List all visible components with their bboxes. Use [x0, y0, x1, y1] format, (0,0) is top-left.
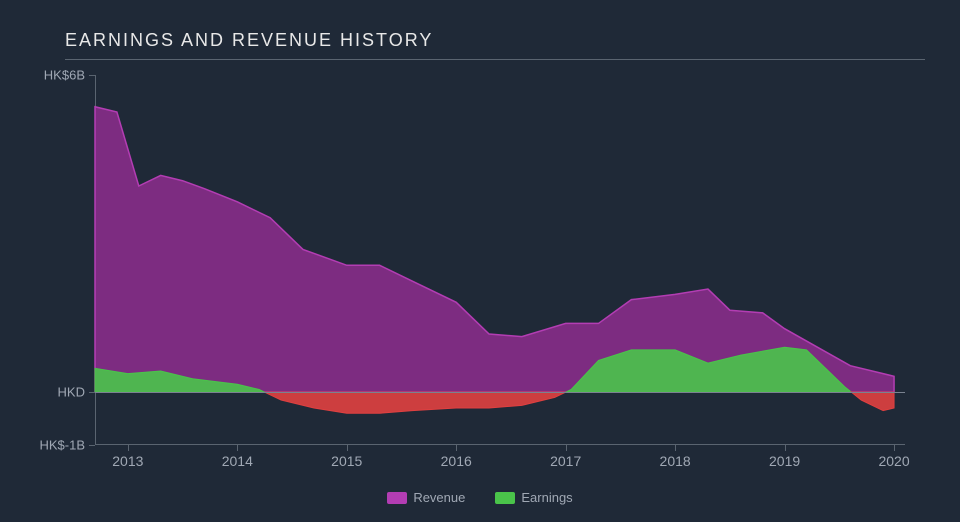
legend-swatch-earnings [495, 492, 515, 504]
earnings-area-negative [265, 392, 566, 413]
legend-item-revenue: Revenue [387, 490, 465, 505]
x-axis-label: 2017 [550, 453, 581, 469]
y-tick [89, 392, 95, 393]
plot-area: HK$6BHKDHK$-1B20132014201520162017201820… [95, 75, 905, 445]
legend-swatch-revenue [387, 492, 407, 504]
legend-item-earnings: Earnings [495, 490, 572, 505]
x-axis-label: 2016 [441, 453, 472, 469]
earnings-area-negative [851, 392, 894, 411]
x-axis-label: 2020 [878, 453, 909, 469]
x-tick [456, 445, 457, 451]
y-tick [89, 75, 95, 76]
zero-baseline [95, 392, 905, 393]
x-axis-label: 2018 [660, 453, 691, 469]
x-tick [894, 445, 895, 451]
chart-container: EARNINGS AND REVENUE HISTORY HK$6BHKDHK$… [0, 0, 960, 522]
y-axis-label: HKD [58, 385, 85, 400]
x-tick [237, 445, 238, 451]
x-tick [566, 445, 567, 451]
legend-label-revenue: Revenue [413, 490, 465, 505]
x-tick [128, 445, 129, 451]
x-axis-label: 2015 [331, 453, 362, 469]
x-axis-label: 2019 [769, 453, 800, 469]
x-tick [785, 445, 786, 451]
x-axis-label: 2013 [112, 453, 143, 469]
chart-title: EARNINGS AND REVENUE HISTORY [65, 30, 930, 51]
y-tick [89, 445, 95, 446]
x-tick [675, 445, 676, 451]
y-axis-label: HK$-1B [39, 438, 85, 453]
legend-label-earnings: Earnings [521, 490, 572, 505]
x-tick [347, 445, 348, 451]
chart-svg [95, 75, 905, 445]
title-underline [65, 59, 925, 60]
legend: Revenue Earnings [30, 490, 930, 505]
x-axis-label: 2014 [222, 453, 253, 469]
y-axis-label: HK$6B [44, 68, 85, 83]
